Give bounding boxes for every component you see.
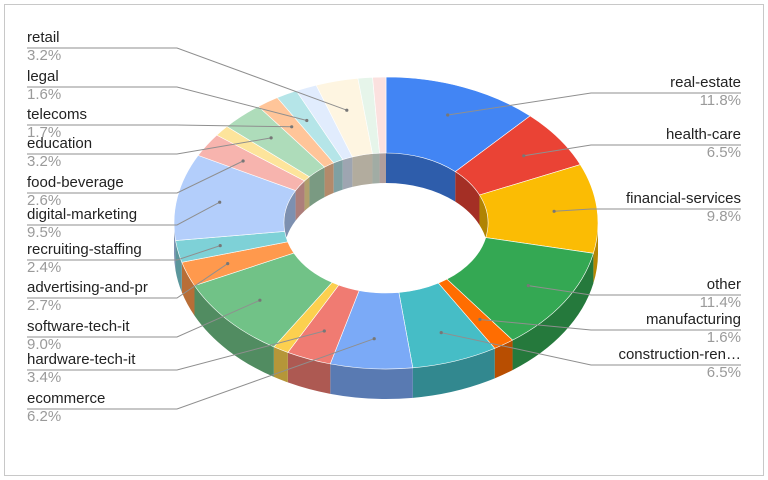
slice-inner-wall-16 [324, 162, 334, 198]
label-digital-marketing: digital-marketing [27, 206, 137, 223]
leader-dot-construction-ren [439, 331, 443, 335]
leader-software-tech-it [27, 299, 261, 338]
slice-outer-wall-8 [273, 346, 288, 383]
slice-outer-wall-5 [412, 348, 495, 398]
slice-outer-wall-2 [593, 223, 598, 284]
slice-inner-wall-18 [342, 156, 353, 190]
slice-unlabeled-21[interactable] [372, 76, 387, 154]
slice-inner-wall-0 [386, 153, 456, 202]
value-digital-marketing: 9.5% [27, 224, 61, 241]
slice-outer-wall-12 [174, 223, 176, 271]
label-food-beverage: food-beverage [27, 174, 124, 191]
value-retail: 3.2% [27, 47, 61, 64]
slice-outer-wall-9 [194, 285, 274, 377]
slice-inner-wall-14 [304, 176, 310, 211]
leader-dot-manufacturing [478, 317, 482, 322]
leader-recruiting-staffing [27, 245, 221, 261]
value-ecommerce: 6.2% [27, 408, 61, 425]
donut-chart: real-estate11.8%health-care6.5%financial… [27, 29, 741, 425]
value-telecoms: 1.7% [27, 124, 61, 141]
leader-dot-ecommerce [372, 337, 376, 341]
label-recruiting-staffing: recruiting-staffing [27, 241, 142, 258]
leader-retail [27, 47, 347, 111]
leader-telecoms [27, 124, 292, 128]
leader-construction-ren [441, 332, 741, 366]
leader-education [27, 137, 272, 155]
slice-inner-wall-19 [352, 153, 373, 187]
value-financial-services: 9.8% [707, 208, 741, 225]
leader-food-beverage [27, 160, 244, 194]
leader-dot-telecoms [290, 125, 294, 129]
label-retail: retail [27, 29, 60, 46]
leader-advertising-and-pr [27, 263, 228, 299]
leader-dot-software-tech-it [258, 298, 262, 302]
leader-dot-digital-marketing [218, 200, 222, 204]
label-manufacturing: manufacturing [646, 311, 741, 328]
label-software-tech-it: software-tech-it [27, 318, 130, 335]
slice-inner-wall-1 [455, 171, 480, 225]
label-hardware-tech-it: hardware-tech-it [27, 351, 136, 368]
leader-health-care [523, 144, 741, 157]
leader-dot-advertising-and-pr [226, 262, 230, 266]
leader-real-estate [447, 92, 741, 116]
chart-frame: real-estate 11.8% health-care 6.5% financial… [4, 4, 764, 476]
value-legal: 1.6% [27, 86, 61, 103]
leader-dot-health-care [522, 154, 526, 158]
slice-outer-wall-7 [287, 352, 331, 394]
value-construction-ren: 6.5% [707, 364, 741, 381]
leader-hardware-tech-it [27, 330, 325, 371]
leader-other [528, 285, 741, 296]
leader-dot-hardware-tech-it [322, 329, 326, 333]
label-legal: legal [27, 68, 59, 85]
value-education: 3.2% [27, 153, 61, 170]
slice-outer-wall-4 [494, 340, 513, 379]
label-construction-ren: construction-ren… [618, 346, 741, 363]
label-telecoms: telecoms [27, 106, 87, 123]
label-ecommerce: ecommerce [27, 390, 105, 407]
slice-inner-wall-17 [333, 159, 343, 193]
slice-inner-wall-21 [379, 153, 386, 184]
leader-dot-food-beverage [241, 159, 245, 163]
leader-dot-legal [305, 118, 309, 123]
slice-inner-wall-15 [309, 167, 325, 207]
chart-top-faces [173, 76, 599, 370]
leader-dot-recruiting-staffing [218, 244, 222, 248]
label-health-care: health-care [666, 126, 741, 143]
leader-digital-marketing [27, 201, 220, 226]
value-advertising-and-pr: 2.7% [27, 297, 61, 314]
leader-dot-financial-services [552, 209, 556, 213]
slice-inner-wall-13 [295, 180, 305, 221]
slice-outer-wall-11 [175, 240, 182, 293]
leader-ecommerce [27, 338, 375, 410]
leader-legal [27, 86, 307, 121]
leader-dot-other [526, 284, 530, 288]
chart-labels: real-estate11.8%health-care6.5%financial… [27, 29, 741, 425]
leader-financial-services [554, 208, 741, 212]
leader-dot-retail [345, 108, 349, 112]
chart-side-walls [174, 153, 598, 399]
label-advertising-and-pr: advertising-and-pr [27, 279, 148, 296]
value-health-care: 6.5% [707, 144, 741, 161]
slice-outer-wall-6 [330, 363, 413, 399]
slice-outer-wall-3 [512, 253, 594, 371]
value-manufacturing: 1.6% [707, 329, 741, 346]
slice-inner-wall-12 [284, 190, 296, 253]
value-hardware-tech-it: 3.4% [27, 369, 61, 386]
label-financial-services: financial-services [626, 190, 741, 207]
label-education: education [27, 135, 92, 152]
value-software-tech-it: 9.0% [27, 336, 61, 353]
label-real-estate: real-estate [670, 74, 741, 91]
value-food-beverage: 2.6% [27, 192, 61, 209]
value-real-estate: 11.8% [700, 92, 741, 109]
leader-dot-education [269, 136, 273, 140]
value-other: 11.4% [700, 294, 741, 311]
slice-inner-wall-20 [372, 153, 380, 184]
slice-outer-wall-10 [181, 262, 195, 316]
leader-dot-real-estate [446, 113, 450, 117]
label-other: other [707, 276, 741, 293]
value-recruiting-staffing: 2.4% [27, 259, 61, 276]
leader-manufacturing [479, 319, 741, 331]
